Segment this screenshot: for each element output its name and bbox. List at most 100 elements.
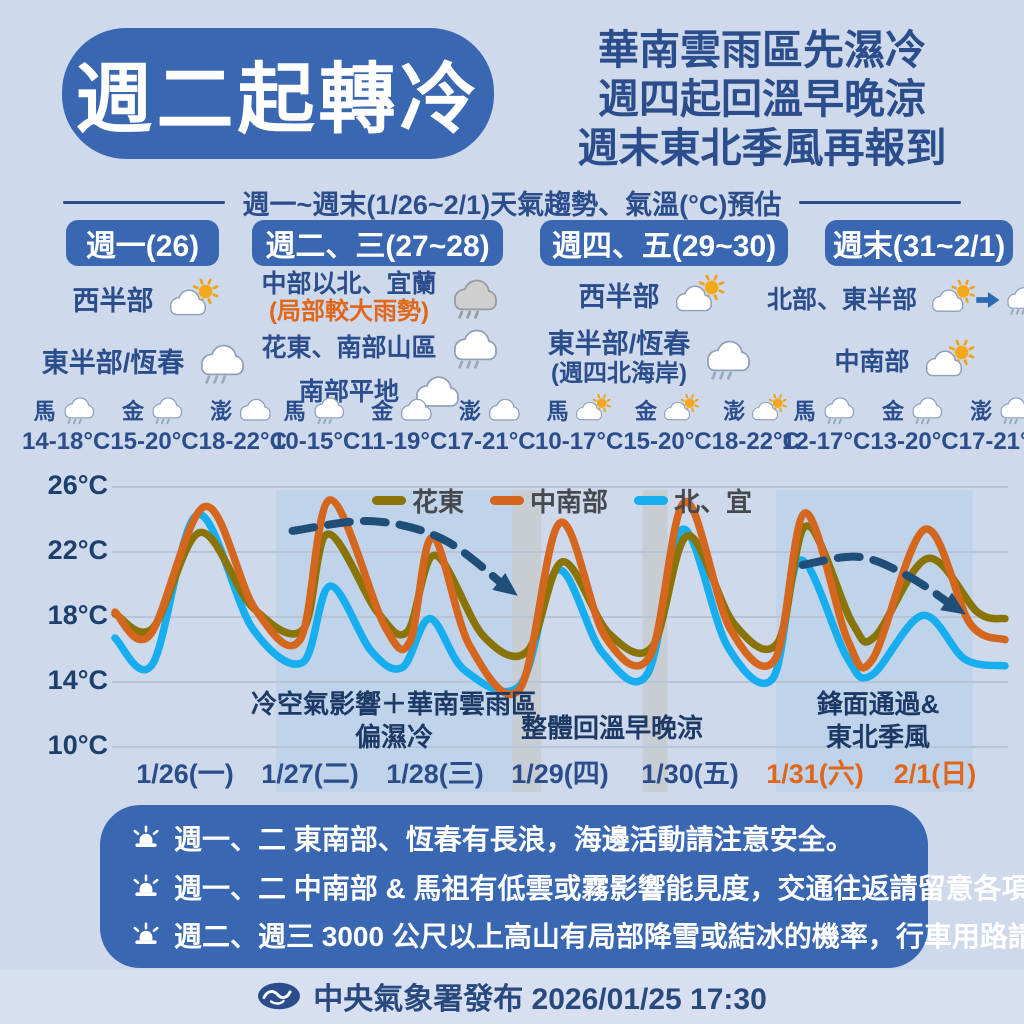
y-tick-label: 18°C [47, 600, 108, 630]
chart-annotation-rewarming: 整體回溫早晚涼 [520, 713, 704, 743]
column-header-thu-fri: 週四、五(29~30) [540, 220, 788, 266]
footer-strip [0, 970, 1024, 1024]
column-header-label: 週二、三(27~28) [265, 230, 490, 263]
cloudy-icon [235, 395, 275, 425]
warning-row: 週二、週三 3000 公尺以上高山有局部降雪或結冰的機率，行車用路請小心 [130, 915, 1024, 955]
cloudy-icon [396, 395, 436, 425]
chart-annotation-front: 鋒面通過& 東北季風 [816, 689, 940, 752]
temperature-trend-chart: 26°C 22°C 18°C 14°C 10°C 花東 中南部 北、宜 1/26… [0, 470, 1024, 804]
warning-row: 週一、二 東南部、恆春有長浪，海邊活動請注意安全。 [130, 818, 914, 858]
region-label: 花東、南部山區 [261, 334, 437, 362]
chart-canvas [111, 486, 1009, 792]
island-name: 金 [881, 399, 904, 424]
rain-icon [309, 395, 349, 425]
region-label: 南部平地 [298, 378, 399, 406]
warning-text: 週一、二 東南部、恆春有長浪，海邊活動請注意安全。 [174, 823, 854, 855]
headline: 華南雲雨區先濕冷 週四起回溫早晚涼 週末東北季風再報到 [512, 26, 1012, 173]
region-note: (週四北海岸) [551, 360, 687, 387]
y-tick-label: 10°C [47, 730, 108, 760]
island-name: 金 [121, 399, 144, 424]
legend-item: 花東 [372, 482, 464, 519]
rain-icon [59, 395, 99, 425]
forecast-column-mon: 西半部 東半部/恆春 [41, 270, 247, 394]
subtitle-text: 週一~週末(1/26~2/1)天氣趨勢、氣溫(°C)預估 [242, 190, 782, 220]
y-tick-label: 14°C [47, 665, 108, 695]
island-temp: 18-22°C [198, 428, 287, 455]
islands-row-thu-fri: 馬 10-17°C 金 15-20°C 澎 18-22°C [535, 394, 800, 456]
legend-item: 中南部 [490, 482, 608, 519]
x-tick-label: 2/1(日) [893, 759, 977, 789]
island-name: 澎 [723, 399, 746, 424]
headline-line-1: 華南雲雨區先濕冷 [598, 27, 926, 73]
island-temp: 17-21°C [958, 428, 1024, 455]
island-temp: 17-21°C [447, 428, 536, 455]
forecast-column-thu-fri: 西半部 東半部/恆春 (週四北海岸) [538, 270, 766, 394]
island-temp: 18-22°C [711, 428, 800, 455]
column-header-label: 週一(26) [85, 230, 200, 263]
island-name: 澎 [458, 399, 481, 424]
siren-icon [130, 921, 162, 949]
x-tick-label: 1/30(五) [641, 759, 739, 789]
partly-sunny-icon [748, 394, 788, 425]
island-name: 馬 [33, 399, 56, 424]
island-temp: 15-20°C [623, 428, 712, 455]
headline-line-3: 週末東北季風再報到 [577, 125, 947, 171]
warning-text: 週二、週三 3000 公尺以上高山有局部降雪或結冰的機率，行車用路請小心 [174, 921, 1024, 953]
island-cell: 金 13-20°C [870, 394, 959, 456]
subtitle-row: 週一~週末(1/26~2/1)天氣趨勢、氣溫(°C)預估 [0, 183, 1024, 222]
region-label: 北部、東半部 [767, 286, 918, 314]
region-row: 西半部 [45, 278, 247, 323]
column-header-tue-wed: 週二、三(27~28) [252, 220, 503, 266]
legend-label: 北、宜 [674, 487, 753, 517]
subtitle-divider-right [799, 201, 962, 204]
island-cell: 澎 18-22°C [712, 394, 800, 456]
cloudy-icon [484, 395, 524, 425]
chart-legend: 花東 中南部 北、宜 [372, 482, 752, 519]
region-label: 東半部/恆春 [41, 348, 185, 378]
island-name: 馬 [793, 399, 816, 424]
island-temp: 11-19°C [360, 428, 448, 455]
footer: 中央氣象署發布 2026/01/25 17:30 [0, 974, 1024, 1018]
x-tick-label: 1/27(二) [261, 759, 359, 789]
region-row: 中部以北、宜蘭 (局部較大雨勢) [262, 270, 502, 326]
cwa-logo-icon [257, 982, 301, 1010]
island-cell: 金 15-20°C [623, 394, 712, 456]
title-badge-text: 週二起轉冷 [75, 57, 481, 143]
island-cell: 澎 17-21°C [959, 394, 1024, 456]
x-tick-label: 1/28(三) [386, 759, 484, 789]
column-header-weekend: 週末(31~2/1) [825, 220, 1013, 266]
y-tick-label: 26°C [47, 470, 108, 500]
island-temp: 13-20°C [870, 428, 959, 455]
chart-annotation-cold-air: 冷空氣影響＋華南雲雨區 偏濕冷 [250, 689, 538, 752]
island-name: 金 [634, 399, 657, 424]
forecast-column-weekend: 北部、東半部 中南部 [767, 270, 1024, 394]
subtitle-divider-left [62, 201, 225, 204]
cloudy-icon [409, 370, 465, 414]
region-row: 北部、東半部 [767, 279, 1024, 320]
island-temp: 10-17°C [535, 428, 624, 455]
rain-icon [995, 395, 1024, 425]
region-label: 中南部 [834, 348, 910, 376]
island-cell: 馬 10-17°C [535, 394, 623, 456]
partly-sunny-icon [164, 278, 220, 323]
island-name: 澎 [970, 399, 993, 424]
forecast-column-tue-wed: 中部以北、宜蘭 (局部較大雨勢) 花東、南部山區 南部平地 [262, 270, 502, 407]
region-row: 花東、南部山區 [262, 326, 502, 370]
column-header-label: 週四、五(29~30) [551, 230, 777, 263]
island-temp: 10-15°C [272, 428, 361, 455]
heavy-rain-icon [447, 276, 503, 320]
island-name: 馬 [546, 399, 569, 424]
rain-icon [700, 337, 756, 381]
island-cell: 馬 14-18°C [22, 394, 110, 456]
partly-sunny-icon [920, 339, 976, 384]
island-temp: 15-20°C [110, 428, 199, 455]
headline-line-2: 週四起回溫早晚涼 [598, 76, 926, 122]
region-row: 南部平地 [262, 370, 502, 414]
siren-icon [130, 873, 162, 901]
island-cell: 馬 12-17°C [782, 394, 870, 456]
warnings-box: 週一、二 東南部、恆春有長浪，海邊活動請注意安全。 週一、二 中南部 & 馬祖有… [100, 805, 1024, 968]
legend-dash [634, 496, 669, 505]
rain-icon [147, 395, 187, 425]
island-cell: 金 15-20°C [110, 394, 199, 456]
island-cell: 馬 10-15°C [272, 394, 360, 456]
